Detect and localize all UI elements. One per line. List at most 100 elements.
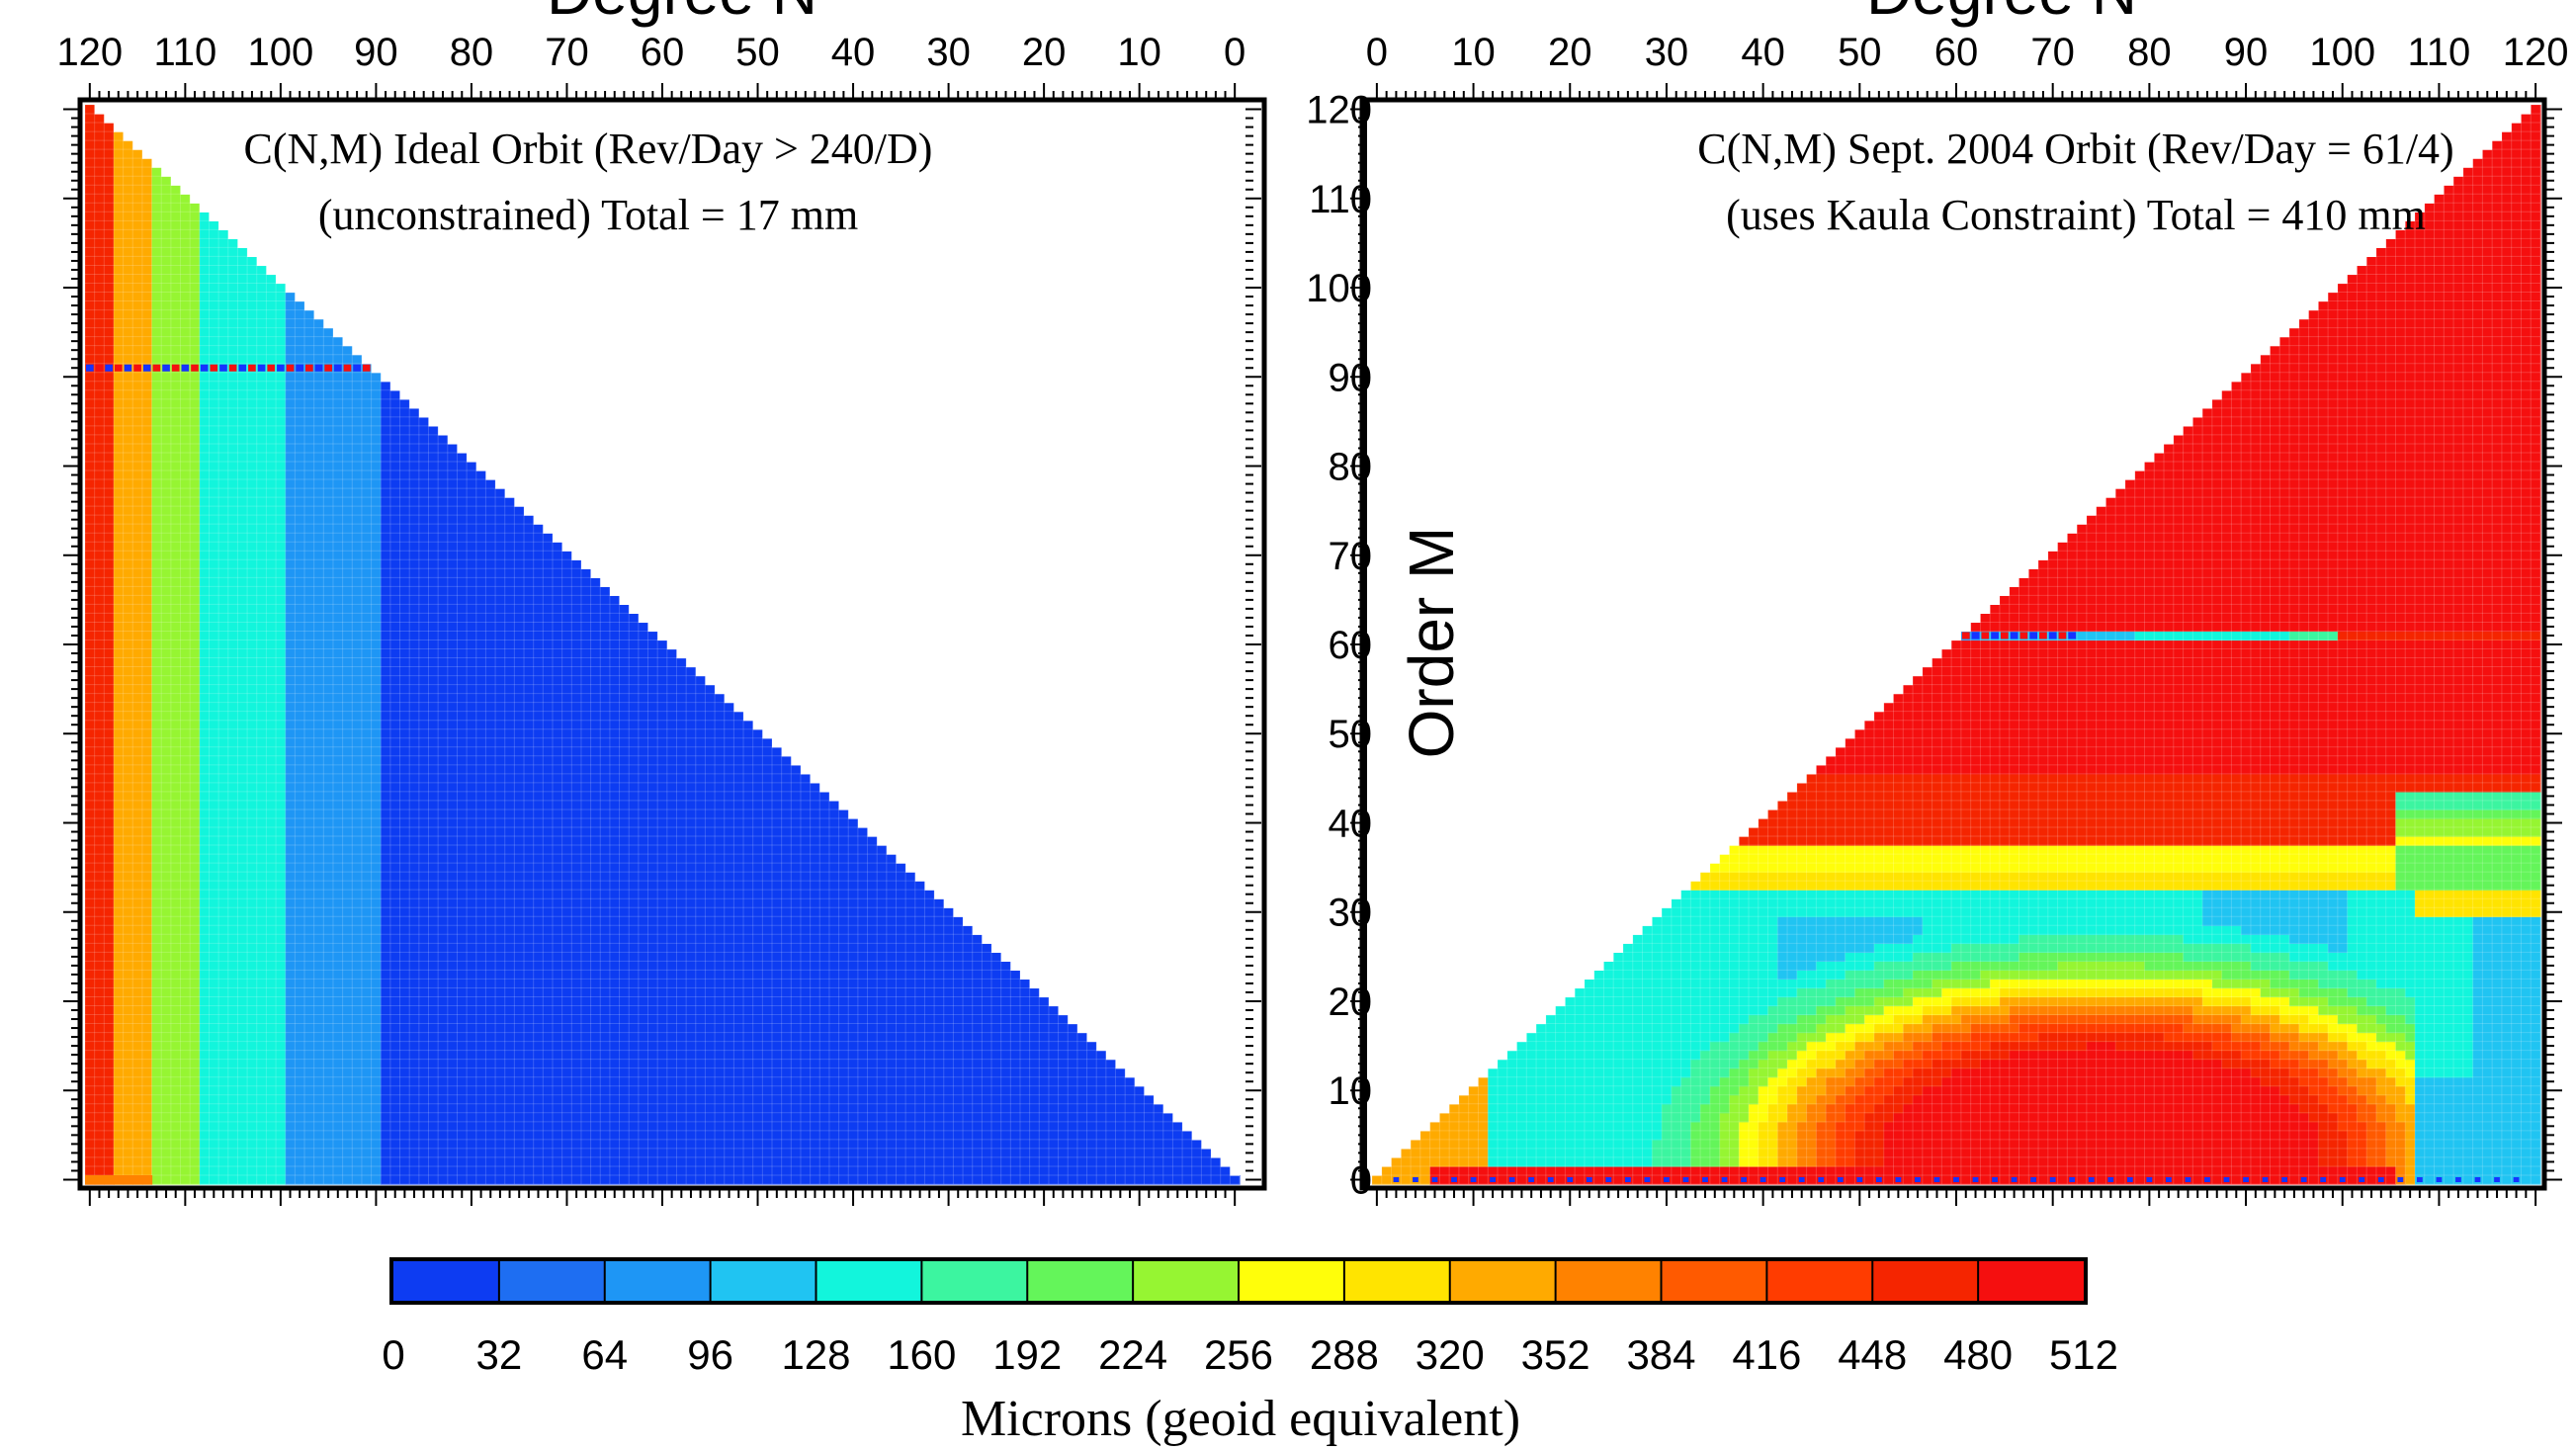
empty-cell-run bbox=[1372, 737, 1846, 748]
heatmap-cell-run bbox=[113, 398, 153, 409]
heatmap-cell-run bbox=[381, 1023, 1078, 1034]
heatmap-cell-run bbox=[85, 372, 115, 383]
heatmap-cell-run bbox=[151, 506, 201, 516]
colorbar-label: Microns (geoid equivalent) bbox=[961, 1391, 1520, 1447]
heatmap-cell-run bbox=[2415, 890, 2541, 899]
heatmap-cell-run bbox=[2241, 372, 2541, 383]
heatmap-cell-run bbox=[199, 212, 211, 221]
heatmap-cell-run bbox=[285, 551, 382, 560]
heatmap-cell-run bbox=[1719, 1076, 1750, 1087]
heatmap-cell-run bbox=[113, 292, 153, 302]
empty-cell-run bbox=[1372, 952, 1614, 962]
empty-cell-run bbox=[1372, 675, 1914, 686]
heatmap-cell-run bbox=[1488, 1103, 1663, 1114]
heatmap-cell-run bbox=[2289, 952, 2474, 962]
empty-cell-run bbox=[1372, 595, 2000, 605]
heatmap-cell-run bbox=[381, 461, 477, 471]
empty-cell-run bbox=[1372, 1005, 1556, 1016]
heatmap-cell-run bbox=[199, 1014, 287, 1025]
colorbar-swatch bbox=[921, 1261, 1028, 1301]
heatmap-cell-run bbox=[113, 791, 153, 802]
heatmap-cell-run bbox=[2183, 1023, 2233, 1034]
heatmap-cell-run bbox=[2444, 185, 2541, 195]
heatmap-cell-run bbox=[1565, 996, 1778, 1007]
empty-cell-run bbox=[399, 389, 1241, 400]
heatmap-cell-run bbox=[2270, 1023, 2300, 1034]
heatmap-cell-run bbox=[85, 336, 115, 347]
heatmap-cell-run bbox=[85, 952, 115, 962]
heatmap-cell-run bbox=[151, 595, 201, 605]
x-tick-label: 20 bbox=[1548, 31, 1592, 74]
heatmap-cell-run bbox=[2415, 1014, 2474, 1025]
heatmap-cell-run bbox=[199, 934, 287, 944]
left-cell-grid bbox=[84, 104, 1241, 1185]
heatmap-cell-run bbox=[151, 845, 201, 855]
heatmap-cell-run bbox=[113, 1103, 153, 1114]
heatmap-cell-run bbox=[113, 274, 153, 285]
heatmap-cell-run bbox=[285, 791, 382, 802]
heatmap-cell-run bbox=[113, 363, 153, 374]
heatmap-cell-run bbox=[113, 800, 153, 811]
heatmap-cell-run bbox=[85, 613, 115, 624]
heatmap-cell-run bbox=[2289, 996, 2329, 1007]
heatmap-cell-run bbox=[199, 791, 287, 802]
empty-cell-run bbox=[1372, 613, 1981, 624]
heatmap-cell-run bbox=[1796, 1050, 1817, 1061]
heatmap-cell-run bbox=[381, 1165, 1231, 1176]
heatmap-cell-run bbox=[113, 1130, 153, 1141]
heatmap-cell-run bbox=[1816, 961, 1875, 972]
heatmap-cell-run bbox=[1951, 996, 2001, 1007]
heatmap-cell-run bbox=[199, 238, 239, 248]
heatmap-cell-run bbox=[199, 568, 287, 578]
heatmap-cell-run bbox=[2366, 1139, 2387, 1150]
heatmap-cell-run bbox=[2415, 1023, 2474, 1034]
heatmap-cell-run bbox=[2366, 1156, 2387, 1167]
heatmap-cell-run bbox=[85, 773, 115, 784]
heatmap-cell-run bbox=[1767, 1112, 1788, 1123]
heatmap-cell-run bbox=[199, 952, 287, 962]
heatmap-cell-run bbox=[199, 389, 287, 400]
empty-cell-run bbox=[1372, 773, 1807, 784]
heatmap-cell-run bbox=[1951, 943, 2252, 953]
heatmap-cell-run bbox=[381, 711, 744, 722]
heatmap-cell-run bbox=[1893, 1014, 1924, 1025]
empty-cell-run bbox=[514, 497, 1240, 507]
heatmap-cell-run bbox=[113, 167, 153, 177]
heatmap-cell-run bbox=[151, 666, 201, 677]
heatmap-cell-run bbox=[2395, 1059, 2416, 1069]
heatmap-cell-run bbox=[151, 283, 201, 294]
colorbar-swatch bbox=[393, 1261, 499, 1301]
heatmap-cell-run bbox=[85, 817, 115, 828]
heatmap-cell-run bbox=[1903, 684, 2541, 695]
empty-cell-run bbox=[533, 515, 1240, 525]
heatmap-cell-run bbox=[381, 407, 420, 418]
banded-cell bbox=[1605, 1176, 1612, 1182]
heatmap-cell-run bbox=[1913, 970, 1982, 981]
heatmap-cell-run bbox=[85, 1148, 115, 1158]
heatmap-cell-run bbox=[381, 791, 830, 802]
heatmap-cell-run bbox=[381, 416, 430, 427]
heatmap-cell-run bbox=[2318, 1094, 2349, 1105]
banded-cell bbox=[1818, 1176, 1825, 1182]
heatmap-cell-run bbox=[285, 702, 382, 713]
heatmap-cell-run bbox=[113, 238, 153, 248]
heatmap-cell-run bbox=[285, 970, 382, 981]
heatmap-cell-run bbox=[2405, 1067, 2416, 1078]
banded-cell bbox=[152, 364, 161, 372]
heatmap-cell-run bbox=[2231, 381, 2541, 391]
heatmap-cell-run bbox=[2395, 229, 2541, 239]
heatmap-cell-run bbox=[1826, 1032, 1856, 1043]
empty-cell-run bbox=[218, 220, 1240, 230]
heatmap-cell-run bbox=[381, 533, 554, 543]
heatmap-cell-run bbox=[2328, 943, 2349, 953]
empty-cell-run bbox=[543, 524, 1240, 534]
banded-cell bbox=[2281, 1176, 2288, 1182]
banded-cell bbox=[343, 364, 352, 372]
heatmap-cell-run bbox=[85, 274, 115, 285]
empty-cell-run bbox=[1172, 1112, 1240, 1123]
heatmap-cell-run bbox=[199, 309, 287, 320]
empty-cell-run bbox=[1372, 640, 1952, 650]
heatmap-cell-run bbox=[2018, 934, 2185, 944]
heatmap-cell-run bbox=[113, 872, 153, 882]
heatmap-cell-run bbox=[2298, 1032, 2329, 1043]
